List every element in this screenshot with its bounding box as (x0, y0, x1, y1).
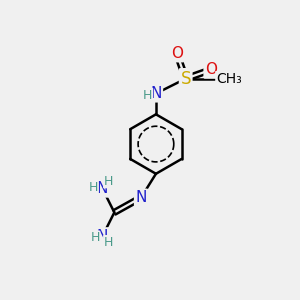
Text: S: S (180, 70, 191, 88)
Text: H: H (89, 181, 98, 194)
Text: CH₃: CH₃ (216, 72, 242, 86)
Text: N: N (150, 86, 162, 101)
Text: H: H (143, 88, 153, 101)
Text: O: O (171, 46, 183, 61)
Text: N: N (135, 190, 147, 205)
Text: H: H (90, 231, 100, 244)
Text: H: H (104, 236, 113, 249)
Text: N: N (97, 229, 108, 244)
Text: H: H (104, 175, 113, 188)
Text: O: O (205, 62, 217, 77)
Text: N: N (97, 181, 108, 196)
